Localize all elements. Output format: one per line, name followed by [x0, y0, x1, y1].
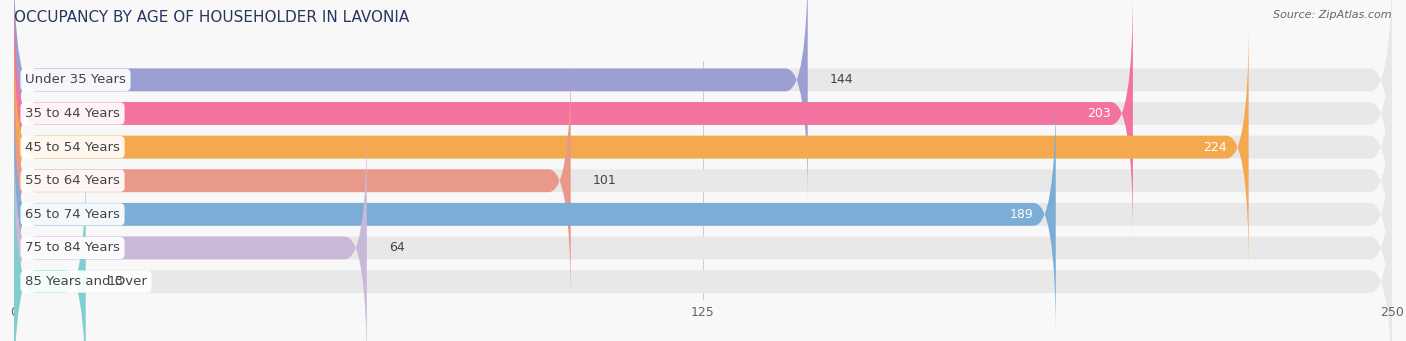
Text: 55 to 64 Years: 55 to 64 Years — [25, 174, 120, 187]
FancyBboxPatch shape — [14, 24, 1392, 270]
FancyBboxPatch shape — [14, 0, 807, 203]
FancyBboxPatch shape — [14, 159, 86, 341]
Text: 144: 144 — [830, 73, 853, 86]
FancyBboxPatch shape — [14, 58, 1392, 304]
FancyBboxPatch shape — [14, 0, 1392, 237]
FancyBboxPatch shape — [14, 0, 1392, 203]
FancyBboxPatch shape — [14, 58, 571, 304]
Text: 85 Years and Over: 85 Years and Over — [25, 275, 148, 288]
Text: 203: 203 — [1087, 107, 1111, 120]
Text: 189: 189 — [1010, 208, 1033, 221]
FancyBboxPatch shape — [14, 159, 1392, 341]
FancyBboxPatch shape — [14, 91, 1056, 337]
Text: 101: 101 — [593, 174, 616, 187]
Text: 13: 13 — [108, 275, 124, 288]
Text: 45 to 54 Years: 45 to 54 Years — [25, 140, 120, 153]
Text: 64: 64 — [389, 241, 405, 254]
Text: 75 to 84 Years: 75 to 84 Years — [25, 241, 120, 254]
Text: 224: 224 — [1204, 140, 1226, 153]
FancyBboxPatch shape — [14, 91, 1392, 337]
Text: Source: ZipAtlas.com: Source: ZipAtlas.com — [1274, 10, 1392, 20]
FancyBboxPatch shape — [14, 24, 1249, 270]
FancyBboxPatch shape — [14, 125, 1392, 341]
Text: 35 to 44 Years: 35 to 44 Years — [25, 107, 120, 120]
Text: 65 to 74 Years: 65 to 74 Years — [25, 208, 120, 221]
FancyBboxPatch shape — [14, 125, 367, 341]
Text: Under 35 Years: Under 35 Years — [25, 73, 127, 86]
FancyBboxPatch shape — [14, 0, 1133, 237]
Text: OCCUPANCY BY AGE OF HOUSEHOLDER IN LAVONIA: OCCUPANCY BY AGE OF HOUSEHOLDER IN LAVON… — [14, 10, 409, 25]
